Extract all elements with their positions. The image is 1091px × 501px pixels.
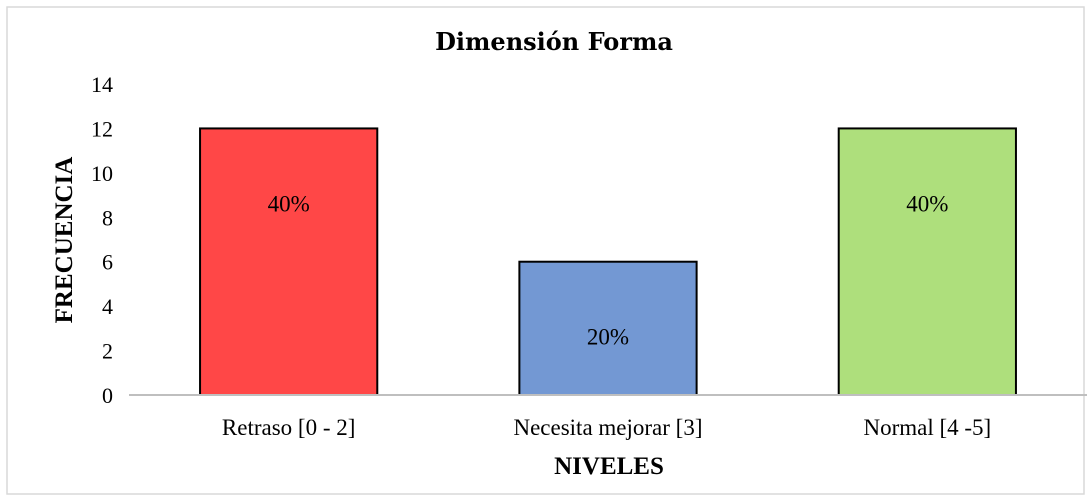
x-axis-categories: Retraso [0 - 2] Necesita mejorar [3] Norma… xyxy=(222,415,991,440)
bar xyxy=(199,127,379,397)
y-tick-label: 14 xyxy=(91,72,113,97)
y-tick-label: 10 xyxy=(91,161,113,186)
y-tick-label: 2 xyxy=(102,339,113,364)
x-axis-title: NIVELES xyxy=(554,453,664,480)
bars xyxy=(199,127,1017,397)
bar-data-label: 20% xyxy=(587,324,629,349)
data-labels: 40% 20% 40% xyxy=(268,192,949,350)
x-category-label: Necesita mejorar [3] xyxy=(513,415,702,440)
bar xyxy=(837,127,1017,397)
y-tick-label: 8 xyxy=(102,205,113,230)
y-axis-ticks: 0 2 4 6 8 10 12 14 xyxy=(91,72,113,408)
y-tick-label: 6 xyxy=(102,250,113,275)
y-axis-title: FRECUENCIA xyxy=(51,157,78,324)
y-tick-label: 4 xyxy=(102,294,113,319)
chart-title: Dimensión Forma xyxy=(435,27,673,56)
bar-data-label: 40% xyxy=(268,192,310,217)
y-tick-label: 0 xyxy=(102,383,113,408)
y-tick-label: 12 xyxy=(91,116,113,141)
x-category-label: Normal [4 -5] xyxy=(863,415,991,440)
x-category-label: Retraso [0 - 2] xyxy=(222,415,356,440)
bar xyxy=(518,260,698,397)
bar-data-label: 40% xyxy=(906,192,948,217)
